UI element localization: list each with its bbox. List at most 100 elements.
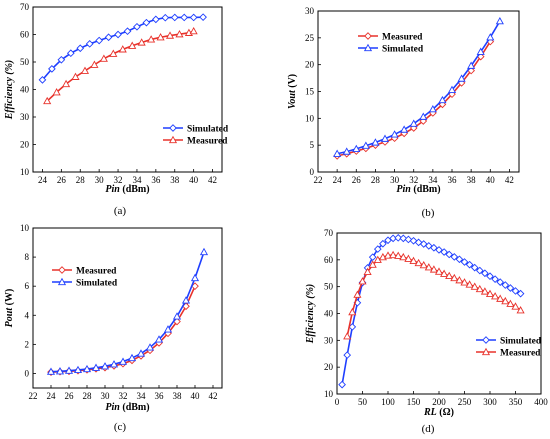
- data-point-simulated: [91, 363, 101, 371]
- y-tick-label: 10: [305, 113, 315, 123]
- data-point-simulated: [435, 246, 443, 254]
- x-tick-label: 24: [38, 175, 48, 185]
- data-point-measured: [414, 258, 423, 267]
- data-point-measured: [491, 292, 500, 300]
- x-tick-label: 30: [101, 391, 111, 401]
- data-point-simulated: [467, 61, 476, 69]
- legend-marker: [363, 43, 373, 52]
- x-tick-label: 300: [483, 397, 497, 407]
- data-point-simulated: [428, 104, 437, 113]
- data-point-measured: [109, 49, 118, 57]
- x-tick-label: 28: [83, 391, 93, 401]
- y-tick-label: 2: [25, 339, 30, 349]
- x-tick-label: 34: [428, 175, 438, 185]
- x-axis-label: Pin (dBm): [396, 184, 440, 195]
- x-tick-label: 24: [47, 391, 57, 401]
- data-point-simulated: [371, 138, 380, 146]
- x-tick-label: 40: [191, 391, 201, 401]
- y-tick-label: 0: [310, 167, 315, 177]
- data-point-measured: [348, 307, 357, 316]
- y-tick-label: 8: [25, 252, 30, 262]
- y-tick-label: 70: [324, 228, 334, 238]
- y-tick-label: 30: [20, 112, 30, 122]
- data-point-simulated: [48, 65, 56, 73]
- data-point-measured: [516, 306, 525, 314]
- chart-panel-3: 0 50 100 150 200 250 300 350 400 10 20 30 40 50 60 70 RL…: [305, 228, 548, 435]
- data-point-simulated: [495, 16, 504, 25]
- data-point-simulated: [380, 134, 390, 142]
- data-point-measured: [363, 267, 372, 275]
- data-point-simulated: [133, 22, 141, 31]
- data-point-simulated: [142, 18, 151, 27]
- data-point-simulated: [419, 112, 428, 120]
- data-point-measured: [353, 290, 362, 298]
- data-point-simulated: [152, 15, 160, 24]
- x-axis-label-name: Pin: [105, 184, 120, 195]
- data-point-simulated: [85, 40, 94, 48]
- x-tick-label: 350: [509, 397, 523, 407]
- data-point-measured: [71, 72, 80, 80]
- x-tick-label: 32: [114, 175, 123, 185]
- data-point-simulated: [82, 364, 92, 373]
- data-point-measured: [460, 278, 469, 286]
- x-axis-label-unit: (dBm): [120, 184, 150, 195]
- data-point-simulated: [118, 357, 128, 365]
- y-tick-label: 40: [324, 309, 334, 319]
- y-tick-label: 25: [305, 33, 315, 43]
- data-point-simulated: [136, 349, 146, 357]
- data-point-simulated: [460, 258, 469, 266]
- data-point-measured: [506, 299, 515, 307]
- plot-frame: [32, 227, 223, 389]
- data-point-simulated: [64, 366, 74, 374]
- data-point-simulated: [109, 360, 119, 368]
- x-tick-label: 40: [189, 175, 199, 185]
- data-point-simulated: [181, 296, 191, 304]
- data-point-simulated: [491, 275, 499, 283]
- data-point-simulated: [145, 343, 155, 351]
- x-tick-label: 36: [448, 175, 458, 185]
- data-point-measured: [470, 282, 479, 290]
- x-axis-label-name: Pin: [396, 184, 411, 195]
- data-point-measured: [496, 294, 505, 302]
- data-point-measured: [80, 66, 90, 74]
- data-point-simulated: [455, 255, 464, 264]
- data-point-simulated: [409, 119, 418, 127]
- data-point-simulated: [511, 287, 520, 295]
- data-point-simulated: [333, 149, 342, 157]
- legend-marker: [169, 124, 177, 132]
- data-point-simulated: [465, 260, 474, 269]
- data-point-simulated: [486, 33, 495, 41]
- data-point-measured: [419, 260, 428, 269]
- x-axis-label-unit: (Ω): [437, 407, 454, 418]
- data-point-simulated: [114, 30, 122, 39]
- y-axis-label-unit: (V): [287, 74, 298, 90]
- data-point-simulated: [379, 239, 387, 248]
- y-axis-label-unit: (W): [4, 289, 15, 308]
- y-tick-label: 70: [20, 2, 30, 12]
- legend-marker: [168, 135, 178, 144]
- data-point-simulated: [516, 289, 525, 298]
- y-tick-label: 60: [324, 255, 334, 265]
- x-tick-label: 0: [335, 397, 340, 407]
- data-point-simulated: [361, 141, 370, 149]
- legend-label: Simulated: [382, 45, 424, 55]
- y-axis-label-name: Pout: [4, 307, 15, 328]
- data-point-measured: [399, 252, 408, 261]
- x-tick-label: 36: [151, 175, 161, 185]
- y-tick-label: 20: [324, 362, 334, 372]
- x-tick-label: 38: [170, 175, 180, 185]
- data-point-measured: [52, 88, 61, 96]
- data-point-simulated: [57, 55, 66, 64]
- plot-frame: [336, 232, 542, 395]
- data-point-simulated: [496, 278, 505, 286]
- data-point-measured: [383, 251, 393, 259]
- series-line-measured: [336, 41, 491, 157]
- data-point-measured: [475, 284, 484, 293]
- y-tick-label: 40: [20, 85, 30, 95]
- data-point-measured: [485, 289, 495, 298]
- data-point-measured: [465, 280, 474, 288]
- x-tick-label: 32: [409, 175, 418, 185]
- x-tick-label: 42: [209, 391, 218, 401]
